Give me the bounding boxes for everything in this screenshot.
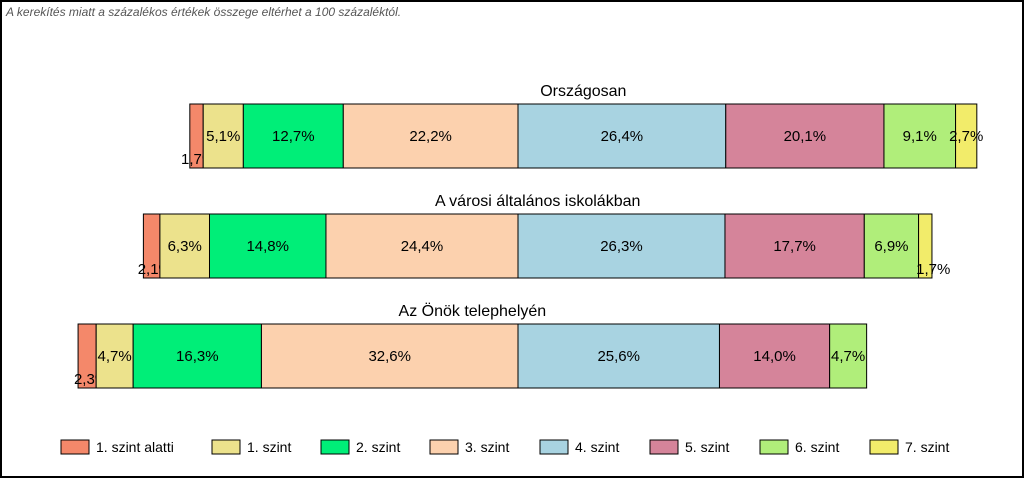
bar-segment: [242, 103, 344, 169]
bar-segment: [724, 213, 865, 279]
legend-swatch: [869, 439, 899, 455]
legend-label: 2. szint: [356, 439, 400, 455]
legend-label: 7. szint: [905, 439, 949, 455]
bar-segment: [918, 213, 933, 279]
data-label: 26,3%: [600, 238, 643, 255]
data-label: 17,7%: [773, 238, 816, 255]
data-label: 9,1%: [903, 128, 937, 145]
legend-label: 4. szint: [575, 439, 619, 455]
data-label: 6,9%: [874, 238, 908, 255]
bar-segment: [829, 323, 868, 389]
data-label: 26,4%: [601, 128, 644, 145]
bar-segment: [517, 323, 720, 389]
bar-segment: [883, 103, 957, 169]
legend-label: 1. szint alatti: [96, 439, 174, 455]
rounding-note: A kerekítés miatt a százalékos értékek ö…: [6, 5, 402, 19]
data-label: 2,7%: [949, 128, 983, 145]
bar-segment: [718, 323, 831, 389]
bar-segment: [209, 213, 327, 279]
data-label: 22,2%: [409, 128, 452, 145]
legend-label: 6. szint: [795, 439, 839, 455]
legend-swatch: [429, 439, 459, 455]
data-label: 5,1%: [206, 128, 240, 145]
bar-segment: [863, 213, 920, 279]
bar-segment: [517, 103, 727, 169]
bar-segment: [725, 103, 885, 169]
bar-segment: [202, 103, 244, 169]
bar-segment: [955, 103, 978, 169]
data-label: 14,0%: [753, 348, 796, 365]
data-label: 4,7%: [98, 348, 132, 365]
bar-title: A városi általános iskolákban: [435, 193, 640, 210]
legend-swatch: [759, 439, 789, 455]
bar-segment: [260, 323, 519, 389]
bar-segment: [159, 213, 210, 279]
bar-segment: [95, 323, 134, 389]
legend-label: 1. szint: [247, 439, 291, 455]
bar-segment: [325, 213, 519, 279]
data-label: 6,3%: [168, 238, 202, 255]
data-label: 24,4%: [401, 238, 444, 255]
data-label: 25,6%: [597, 348, 640, 365]
legend-swatch: [649, 439, 679, 455]
legend-swatch: [320, 439, 350, 455]
data-label: 4,7%: [831, 348, 865, 365]
data-label: 1,7%: [916, 261, 950, 278]
legend-swatch: [211, 439, 241, 455]
legend-label: 3. szint: [465, 439, 509, 455]
legend-swatch: [539, 439, 569, 455]
data-label: 14,8%: [246, 238, 289, 255]
bar-title: Országosan: [540, 83, 626, 100]
bar-segment: [132, 323, 262, 389]
data-label: 20,1%: [784, 128, 827, 145]
data-label: 32,6%: [368, 348, 411, 365]
legend-label: 5. szint: [685, 439, 729, 455]
data-label: 16,3%: [176, 348, 219, 365]
bar-segment: [517, 213, 726, 279]
data-label: 12,7%: [272, 128, 315, 145]
legend-swatch: [60, 439, 90, 455]
bar-title: Az Önök telephelyén: [399, 302, 547, 320]
